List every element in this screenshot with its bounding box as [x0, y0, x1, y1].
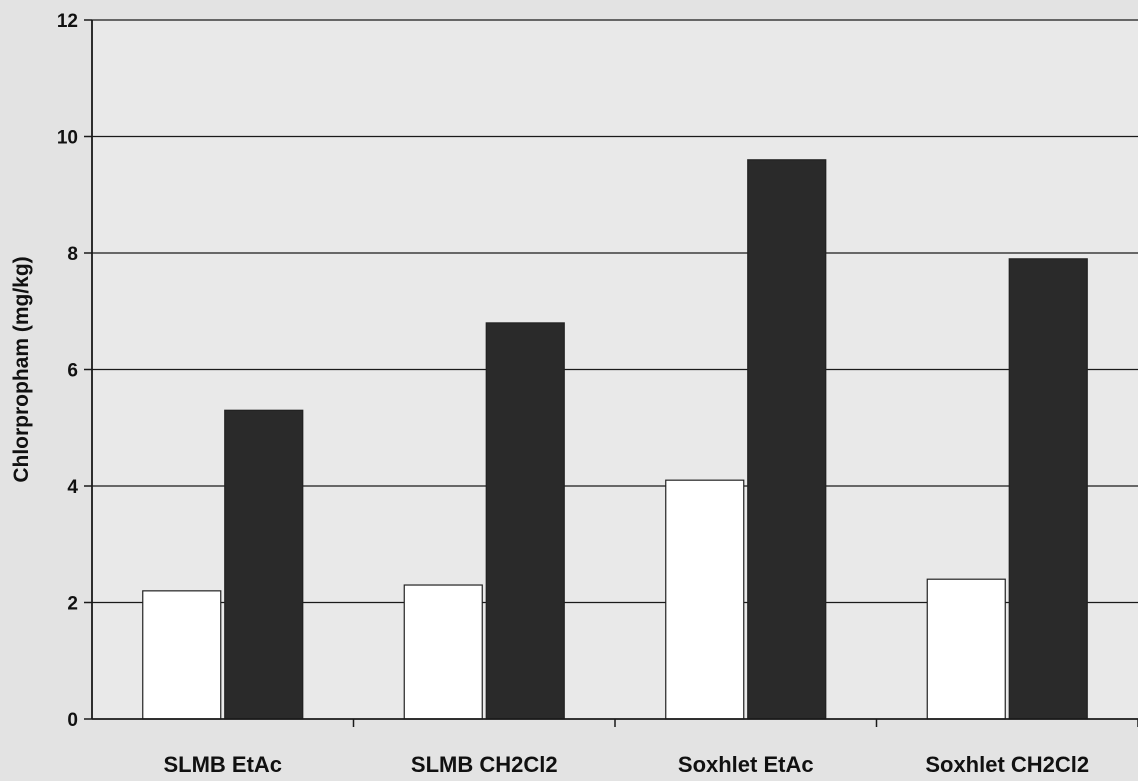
- labels: 0 2 4 6 8 10 12 SLMB EtAc SLMB CH2Cl2 Soxhlet EtA…: [57, 11, 1089, 777]
- y-tick-label: 0: [67, 710, 78, 731]
- y-tick-label: 12: [57, 11, 78, 32]
- x-category-label: SLMB CH2Cl2: [411, 752, 558, 776]
- x-category-label: SLMB EtAc: [163, 752, 282, 776]
- bar-1-1: [485, 322, 565, 720]
- bar-1-0: [403, 584, 483, 720]
- x-category-label: Soxhlet CH2Cl2: [925, 752, 1089, 776]
- y-axis-title: Chlorpropham (mg/kg): [10, 256, 33, 482]
- y-tick-label: 4: [67, 477, 78, 498]
- bar-3-0: [926, 578, 1006, 720]
- y-tick-label: 8: [67, 244, 78, 265]
- bars: [142, 159, 1088, 720]
- y-tick-label: 10: [57, 128, 78, 149]
- bar-0-0: [142, 590, 222, 720]
- axes: [84, 19, 1138, 727]
- bar-2-1: [747, 159, 827, 720]
- y-tick-label: 6: [67, 361, 78, 382]
- y-tick-label: 2: [67, 594, 78, 615]
- x-category-label: Soxhlet EtAc: [678, 752, 814, 776]
- bar-2-0: [665, 479, 745, 720]
- bar-0-1: [224, 409, 304, 720]
- bar-3-1: [1008, 258, 1088, 720]
